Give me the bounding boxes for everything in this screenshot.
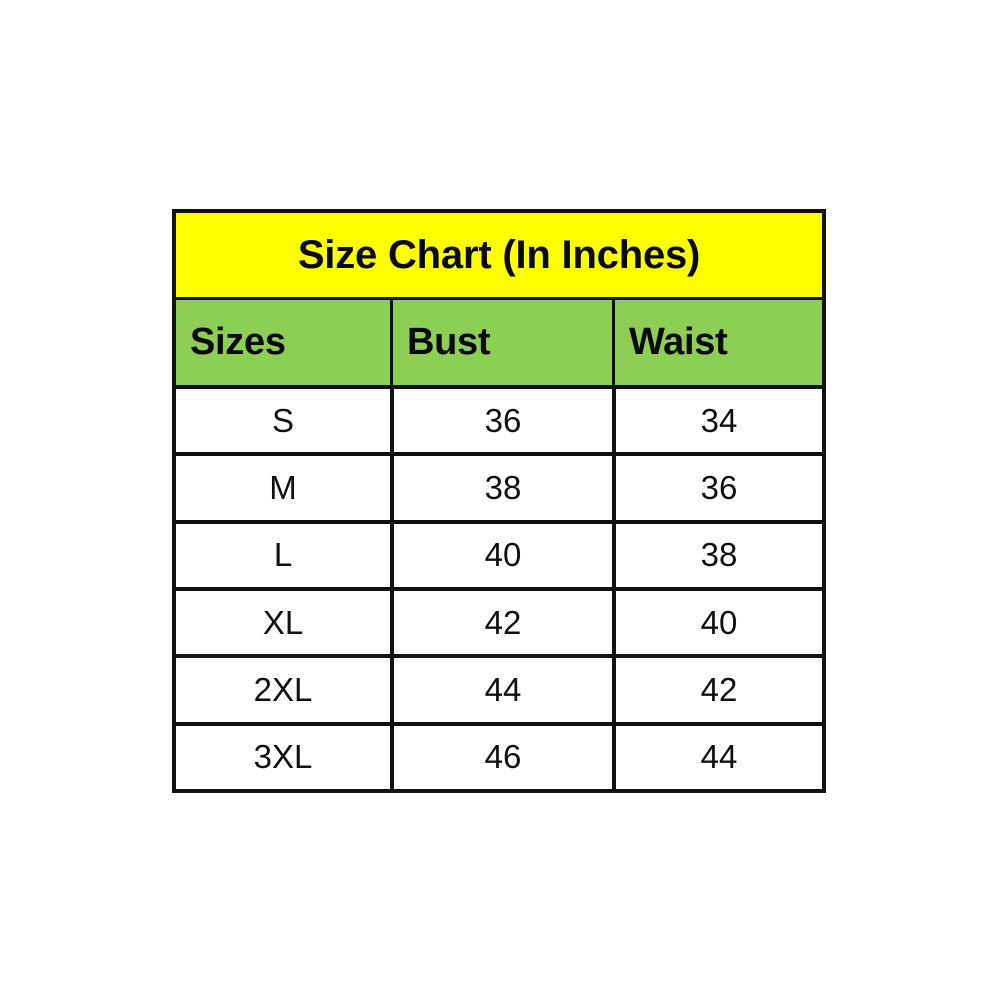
- cell-size: 2XL: [253, 670, 313, 708]
- size-chart-table: Size Chart (In Inches) Sizes Bust Waist …: [172, 209, 826, 793]
- cell-size: S: [271, 401, 294, 439]
- cell-waist: 44: [612, 725, 822, 789]
- cell-waist: 38: [612, 523, 822, 587]
- cell-size: 3XL: [253, 738, 313, 776]
- chart-title-banner: Size Chart (In Inches): [176, 213, 822, 300]
- table-header-row: Sizes Bust Waist: [176, 300, 822, 389]
- table-row: XL 42 40: [176, 586, 822, 655]
- cell-size: L: [273, 536, 293, 574]
- cell-bust: 38: [390, 456, 612, 520]
- cell-bust: 44: [390, 658, 612, 722]
- cell-bust: 42: [390, 590, 612, 655]
- cell-waist: 34: [612, 389, 822, 453]
- table-row: 2XL 44 42: [176, 654, 822, 722]
- cell-waist: 36: [612, 456, 822, 520]
- cell-size: XL: [262, 603, 304, 641]
- cell-waist: 42: [612, 658, 822, 722]
- column-header-sizes: Sizes: [190, 321, 286, 363]
- table-row: S 36 34: [176, 389, 822, 453]
- column-header-waist: Waist: [612, 300, 822, 385]
- cell-bust: 40: [390, 523, 612, 587]
- table-row: M 38 36: [176, 452, 822, 520]
- cell-bust: 36: [390, 389, 612, 453]
- column-header-bust: Bust: [390, 300, 612, 385]
- table-body: S 36 34 M 38 36 L 40 38 XL 42 40 2XL: [176, 389, 822, 789]
- table-row: 3XL 46 44: [176, 721, 822, 789]
- table-row: L 40 38: [176, 519, 822, 587]
- cell-size: M: [269, 468, 297, 506]
- cell-waist: 40: [612, 590, 822, 655]
- cell-bust: 46: [390, 725, 612, 789]
